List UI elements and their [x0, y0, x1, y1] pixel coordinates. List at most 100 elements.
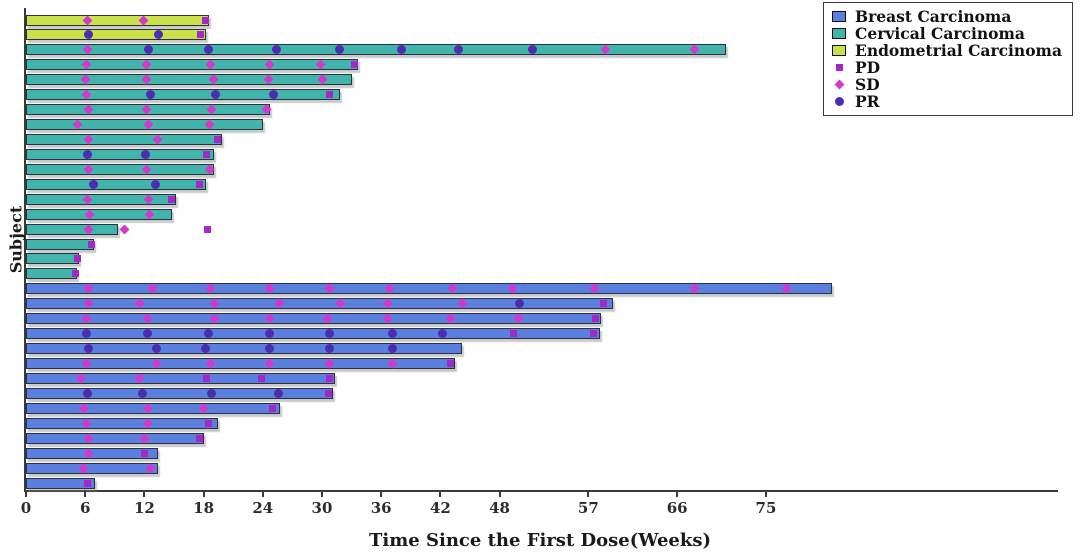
marker-pr-circle: [204, 329, 214, 339]
marker-pr-circle: [201, 344, 211, 354]
marker-pr-circle: [81, 329, 91, 339]
swimmer-bar-24-breast: [26, 358, 456, 370]
swimmer-bar-15-cervical: [26, 223, 118, 235]
swimmer-bar-6-cervical: [26, 89, 340, 101]
marker-pd-square: [213, 135, 221, 143]
marker-pr-circle: [210, 90, 220, 100]
marker-pr-circle: [527, 45, 537, 55]
swimmer-bar-16-cervical: [26, 238, 95, 250]
swimmer-bar-29-breast: [26, 432, 204, 444]
x-tick-label-36: 36: [370, 499, 392, 517]
x-tick-label-18: 18: [193, 499, 215, 517]
marker-pd-square: [325, 389, 333, 397]
swimmer-bar-3-cervical: [26, 44, 727, 56]
marker-pr-circle: [83, 30, 93, 40]
marker-pr-circle: [204, 45, 214, 55]
legend-item-breast-carcinoma: Breast Carcinoma: [832, 8, 1062, 25]
marker-pr-circle: [274, 388, 284, 398]
marker-pd-square: [326, 374, 334, 382]
legend-label: PR: [855, 91, 880, 111]
x-tick-label-75: 75: [755, 499, 777, 517]
swimmer-bar-14-cervical: [26, 208, 173, 220]
swimmer-bar-4-cervical: [26, 59, 359, 71]
swimmer-bar-10-cervical: [26, 148, 215, 160]
marker-pr-circle: [335, 45, 345, 55]
swimmer-bar-5-cervical: [26, 74, 352, 86]
swimmer-bar-12-cervical: [26, 178, 206, 190]
x-tick-label-6: 6: [79, 499, 91, 517]
marker-pd-square: [203, 150, 211, 158]
swimmer-bar-13-cervical: [26, 193, 176, 205]
x-tick-label-57: 57: [577, 499, 599, 517]
x-tick-0: [25, 490, 27, 497]
swimmer-bar-27-breast: [26, 402, 280, 414]
legend: Breast Carcinoma Cervical Carcinoma Endome…: [823, 2, 1073, 116]
marker-pd-square: [73, 255, 81, 263]
x-tick-label-24: 24: [252, 499, 274, 517]
x-tick-57: [587, 490, 590, 497]
swimmer-bar-19-breast: [26, 283, 833, 295]
marker-pd-square: [446, 360, 454, 368]
x-tick-12: [143, 490, 146, 497]
marker-pd-square: [202, 16, 210, 24]
marker-pr-circle: [140, 149, 150, 159]
x-tick-66: [676, 490, 679, 497]
marker-pr-circle: [325, 344, 335, 354]
swimmer-bar-28-breast: [26, 417, 219, 429]
legend-item-pd: PD: [832, 59, 1062, 76]
marker-pr-circle: [397, 45, 407, 55]
marker-pr-circle: [387, 344, 397, 354]
x-axis-title: Time Since the First Dose(Weeks): [368, 530, 712, 551]
pd-marker-icon: [832, 62, 846, 74]
swimmer-bar-9-cervical: [26, 133, 223, 145]
y-axis-title: Subject: [6, 205, 26, 274]
x-tick-42: [439, 490, 442, 497]
marker-pd-square: [599, 300, 607, 308]
marker-pr-circle: [82, 388, 92, 398]
swimmer-bar-26-breast: [26, 387, 333, 399]
marker-pr-circle: [88, 179, 98, 189]
marker-pr-circle: [269, 90, 279, 100]
legend-item-sd: SD: [832, 76, 1062, 93]
x-tick-label-0: 0: [20, 499, 32, 517]
marker-pd-square: [197, 31, 205, 39]
marker-pr-circle: [206, 388, 216, 398]
marker-pd-square: [71, 270, 79, 278]
marker-pr-circle: [142, 329, 152, 339]
marker-pd-square: [269, 404, 277, 412]
marker-pr-circle: [437, 329, 447, 339]
x-tick-label-48: 48: [489, 499, 510, 517]
sd-marker-icon: [832, 79, 846, 91]
marker-pd-square: [87, 240, 95, 248]
marker-pr-circle: [145, 90, 155, 100]
x-tick-18: [202, 490, 205, 497]
marker-pd-square: [351, 61, 359, 69]
x-tick-36: [380, 490, 383, 497]
marker-pd-square: [196, 434, 204, 442]
x-tick-24: [261, 490, 264, 497]
marker-pr-circle: [153, 30, 163, 40]
marker-pr-circle: [151, 344, 161, 354]
swimmer-bar-21-breast: [26, 313, 602, 325]
pd-square-icon: [835, 64, 843, 71]
marker-pd-square: [203, 374, 211, 382]
legend-label: PD: [855, 57, 881, 77]
swimmer-bar-22-breast: [26, 328, 601, 340]
legend-item-endometrial-carcinoma: Endometrial Carcinoma: [832, 42, 1062, 59]
marker-pr-circle: [387, 329, 397, 339]
swimmer-bar-2-endometrial: [26, 29, 206, 41]
marker-pr-circle: [137, 388, 147, 398]
legend-label: SD: [855, 74, 880, 94]
marker-pr-circle: [325, 329, 335, 339]
cervical-swatch: [832, 28, 846, 39]
marker-pr-circle: [143, 45, 153, 55]
legend-label: Breast Carcinoma: [855, 6, 1012, 26]
legend-label: Endometrial Carcinoma: [855, 40, 1062, 60]
x-axis-line: [24, 490, 1058, 492]
pr-circle-icon: [834, 97, 844, 106]
marker-sd-diamond: [119, 224, 130, 235]
marker-pr-circle: [514, 299, 524, 309]
legend-item-pr: PR: [832, 93, 1062, 110]
x-tick-75: [764, 490, 767, 497]
